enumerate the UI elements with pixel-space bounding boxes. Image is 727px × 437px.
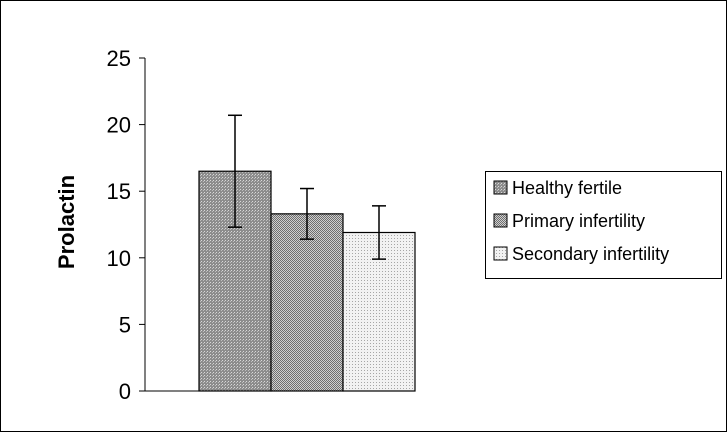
bar-2 (270, 213, 344, 392)
legend-label-1: Healthy fertile (512, 178, 622, 198)
error-bar-2 (300, 187, 314, 240)
legend-swatch-1 (493, 180, 508, 195)
y-tick-label: 5 (119, 312, 131, 337)
y-axis-label: Prolactin (54, 175, 79, 269)
legend-box (485, 171, 722, 279)
y-tick-label: 20 (107, 113, 131, 138)
y-tick-labels: 0 5 10 15 20 25 (107, 46, 145, 404)
y-tick-label: 15 (107, 179, 131, 204)
error-bar-3 (372, 205, 386, 260)
legend: Healthy fertile Primary infertility Second… (485, 171, 722, 279)
y-tick-label: 25 (107, 46, 131, 71)
y-tick-label: 10 (107, 246, 131, 271)
error-bars (228, 114, 386, 260)
legend-label-3: Secondary infertility (512, 244, 669, 264)
legend-swatch-3 (493, 246, 508, 261)
error-bar-1 (228, 114, 242, 228)
legend-swatch-2 (493, 213, 508, 228)
y-tick-label: 0 (119, 379, 131, 404)
legend-label-2: Primary infertility (512, 211, 645, 231)
